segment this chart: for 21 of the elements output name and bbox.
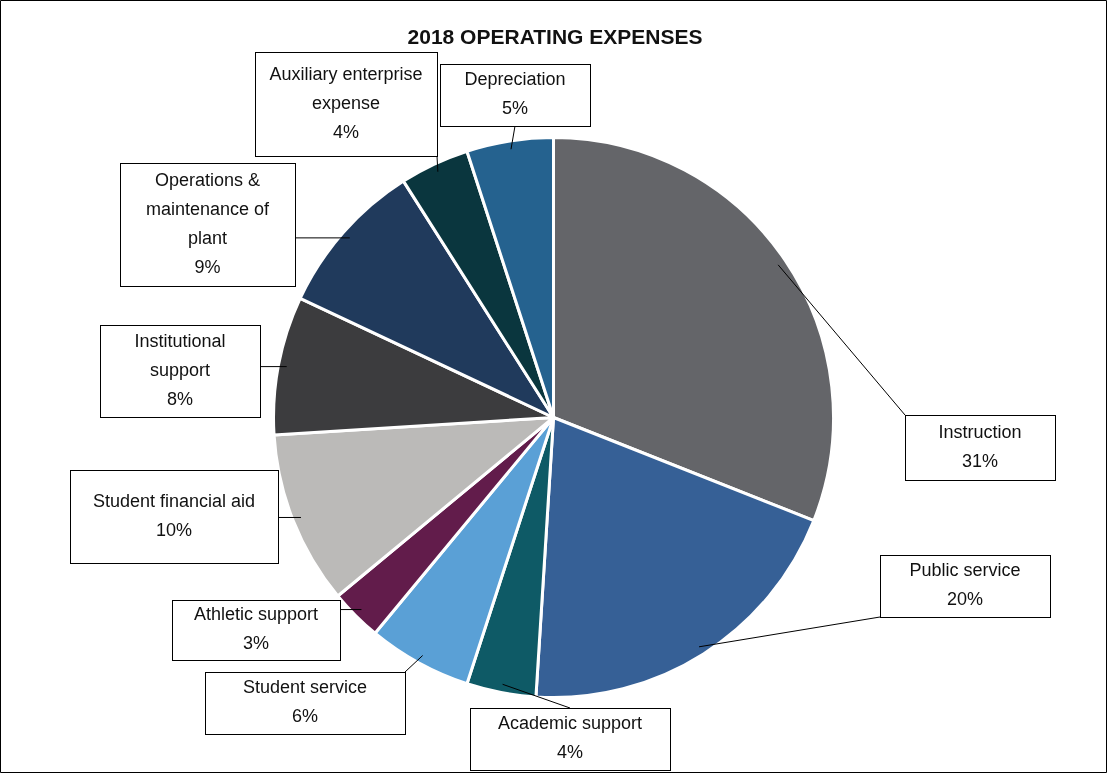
slice-label: Athletic support	[193, 604, 319, 625]
data-label: 31%	[961, 450, 999, 471]
data-label: 3%	[242, 633, 270, 654]
data-label: 9%	[194, 256, 221, 277]
slice-label: Depreciation	[464, 69, 566, 90]
slice-label: Student service	[242, 677, 368, 698]
data-label: 6%	[291, 706, 319, 727]
slice-label: Institutional support	[134, 330, 226, 380]
data-label: 4%	[332, 121, 360, 142]
slice-label: Student financial aid	[92, 490, 256, 511]
slice-label: Instruction	[938, 421, 1022, 442]
slice-label: Operations & maintenance of plant	[145, 169, 271, 248]
data-label: 10%	[155, 519, 193, 540]
data-label: 5%	[501, 98, 529, 119]
data-label: 4%	[556, 742, 584, 763]
data-label: 8%	[166, 388, 194, 409]
slice-label: Academic support	[497, 713, 643, 734]
data-label: 20%	[946, 589, 984, 610]
slice-label: Auxiliary enterprise expense	[269, 63, 423, 113]
chart-title: 2018 OPERATING EXPENSES	[407, 24, 703, 48]
slice-label: Public service	[909, 560, 1021, 581]
